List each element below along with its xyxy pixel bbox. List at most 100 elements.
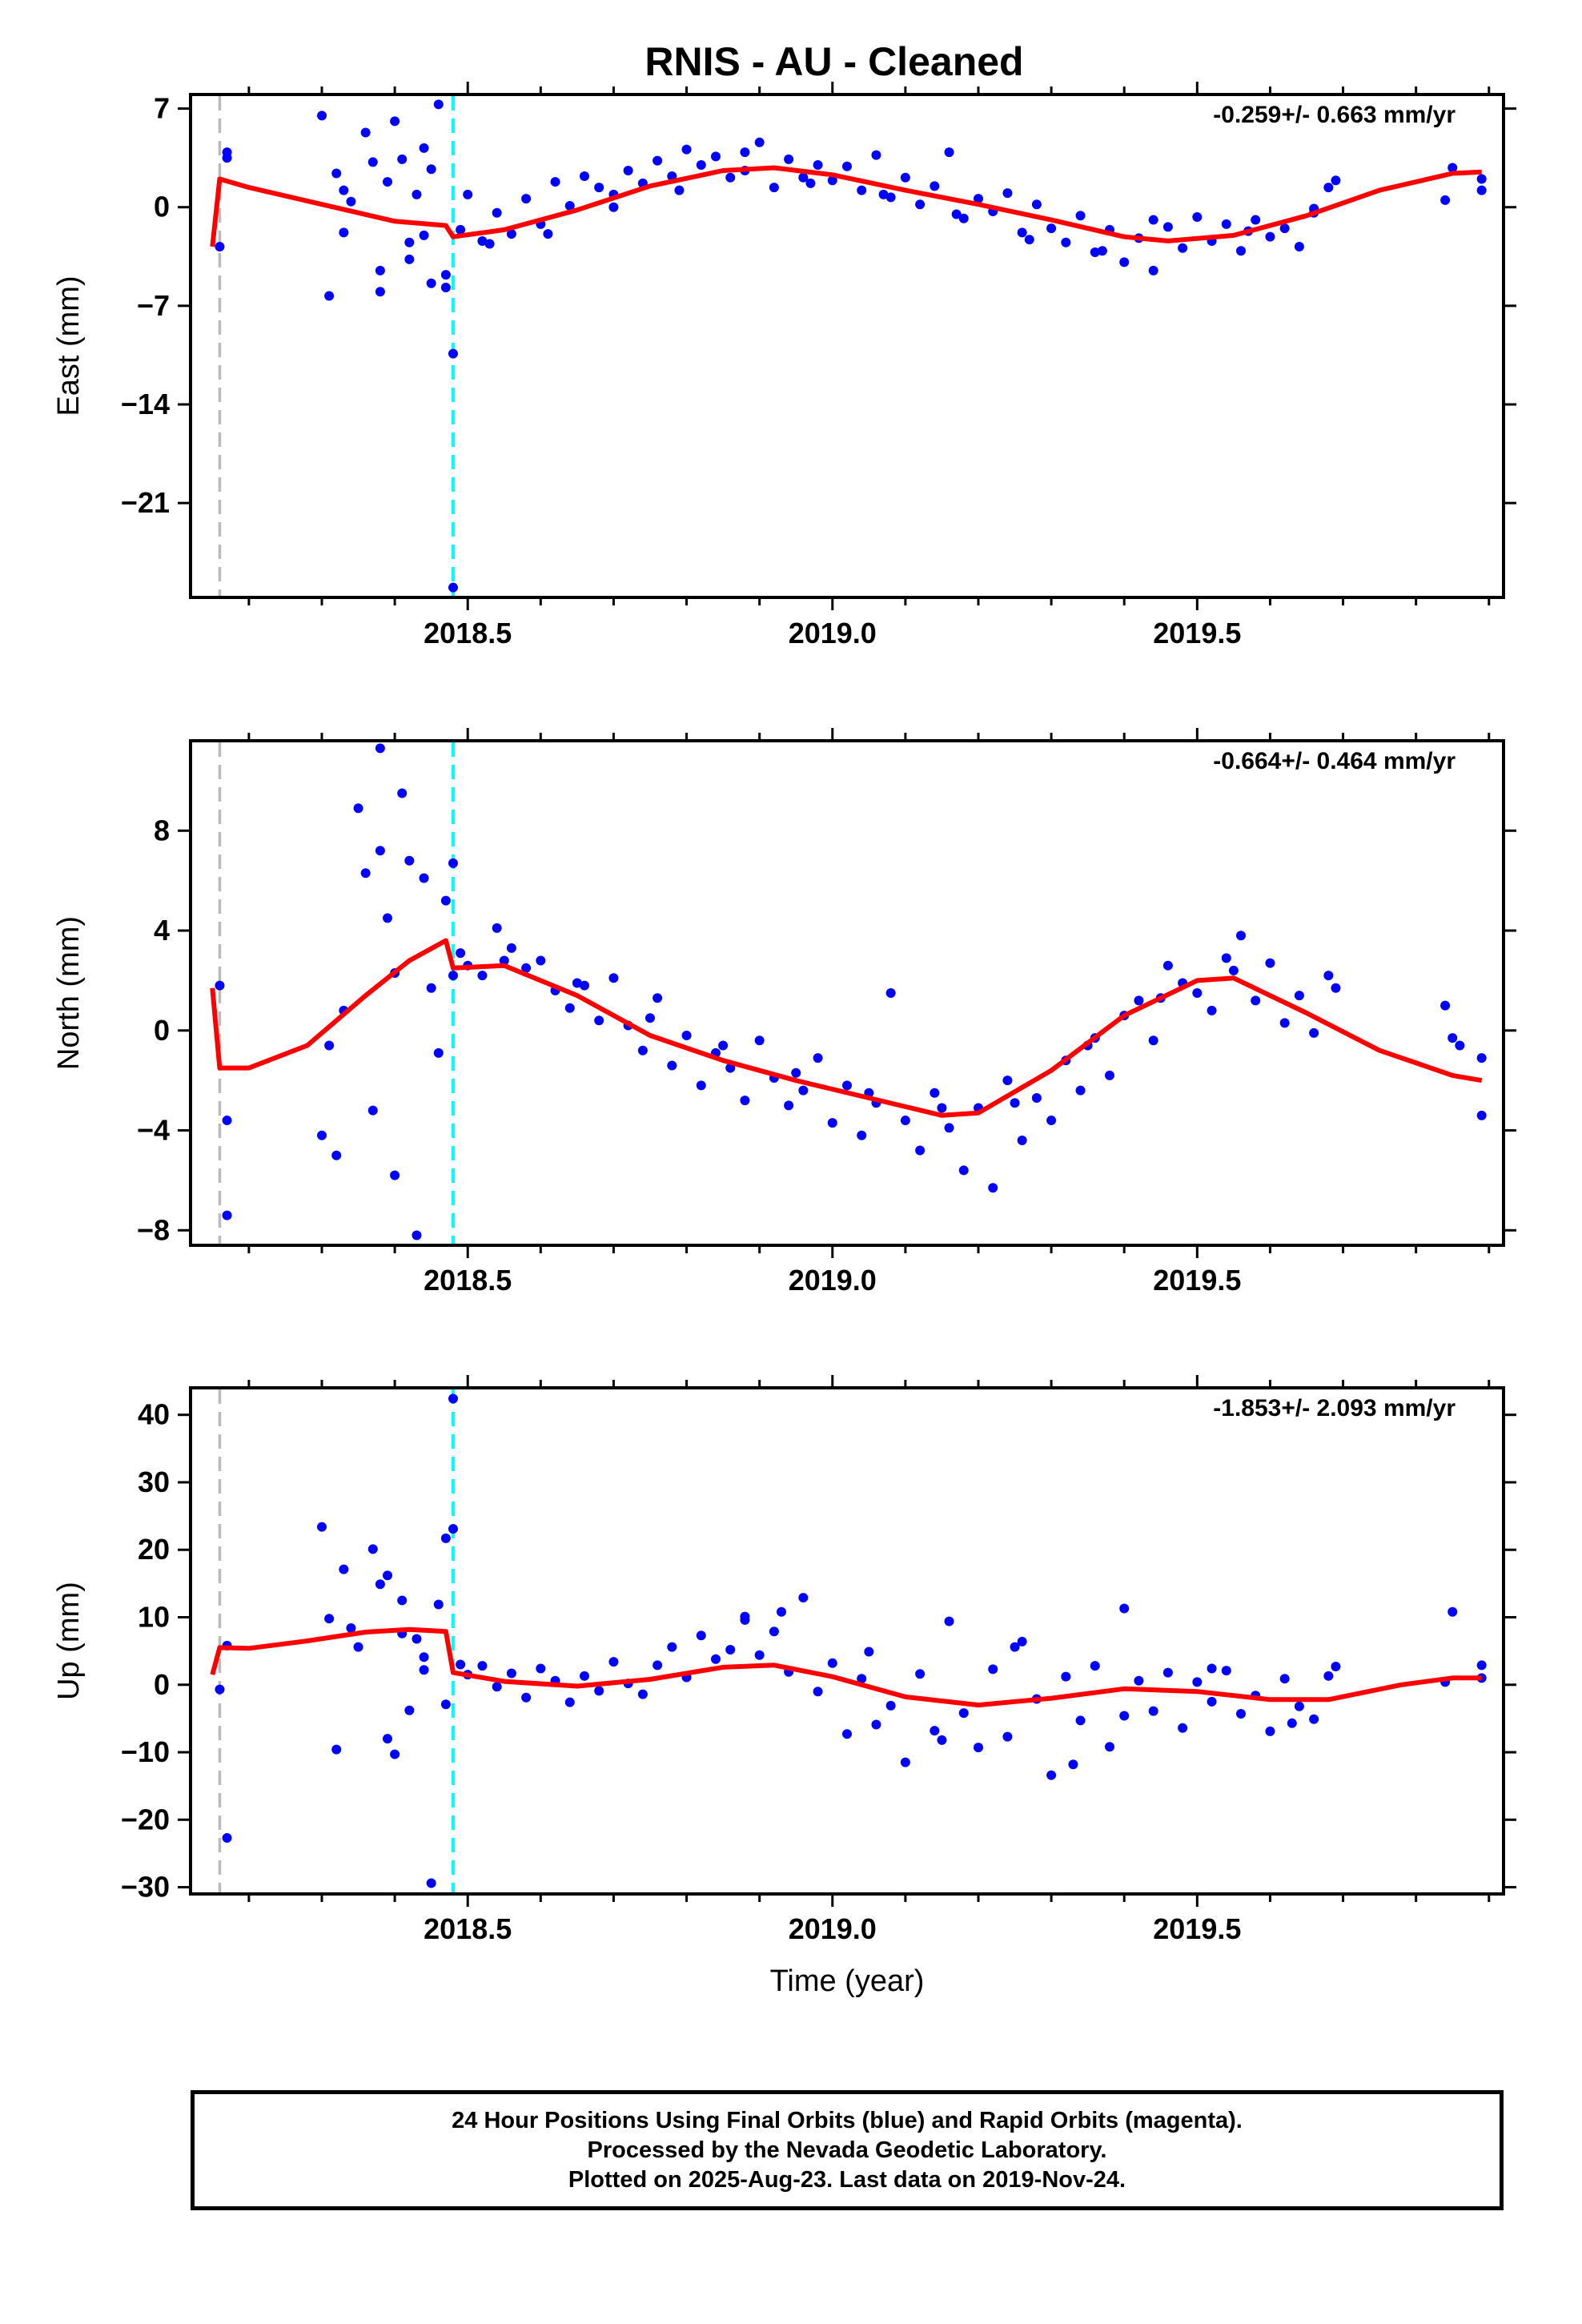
east-data-point [1017,227,1027,238]
east-model-curve [210,165,1482,247]
up-data-point [1287,1718,1297,1728]
north-data-point [397,788,408,798]
up-data-point [937,1735,947,1745]
north-x-tick-label: 2019.0 [789,1264,877,1297]
east-data-point [1148,265,1158,275]
north-y-tick-label: 0 [154,1014,170,1047]
north-data-point [798,1085,809,1096]
north-data-point [1265,958,1275,968]
north-data-point [930,1088,940,1098]
east-data-point [367,157,378,167]
east-data-point [1162,222,1173,232]
north-data-point [383,913,392,923]
up-data-point [1010,1642,1020,1652]
north-data-point [448,971,458,981]
east-data-point [419,143,429,153]
east-data-point [711,151,721,162]
north-data-point [390,1170,400,1180]
up-data-point [594,1686,604,1696]
up-data-point [1061,1671,1071,1682]
east-data-point [1221,219,1231,229]
up-data-point [1207,1696,1217,1707]
east-data-point [696,159,706,170]
north-model-curve [210,938,1483,1118]
east-data-point [1097,246,1107,256]
east-data-point [339,227,349,238]
east-data-point [375,265,385,275]
east-data-point [412,189,422,199]
north-y-tick-label: 4 [154,914,170,947]
up-data-point [958,1708,969,1719]
east-data-point [1192,212,1203,223]
up-data-point [827,1658,837,1668]
east-data-point [681,144,692,155]
east-data-point [397,154,408,164]
up-data-point [477,1661,488,1671]
north-data-point [1207,1005,1217,1015]
up-data-point [754,1650,765,1660]
north-data-point [360,868,371,879]
north-data-point [448,858,458,868]
up-data-point [412,1634,422,1644]
north-data-point [506,943,516,953]
up-data-point [1476,1660,1487,1671]
north-data-point [1192,988,1203,998]
east-data-point [222,153,232,163]
up-rate-label: -1.853+/- 2.093 mm/yr [1213,1395,1456,1421]
up-data-point [580,1671,589,1681]
north-data-point [1002,1076,1013,1086]
up-data-point [367,1544,378,1554]
up-x-tick-label: 2019.0 [789,1912,877,1945]
up-data-point [346,1622,356,1633]
up-data-point [433,1599,444,1610]
east-data-point [594,183,604,193]
east-data-point [448,582,458,593]
east-data-point [1119,257,1130,267]
north-data-point [944,1123,954,1133]
north-data-point [477,971,488,981]
up-data-point [440,1533,451,1543]
east-data-point [885,192,896,203]
north-data-point [885,988,896,998]
east-data-point [375,287,385,297]
up-data-point [1090,1661,1100,1671]
east-data-point [484,239,495,249]
east-data-point [740,147,750,158]
up-y-axis-label: Up (mm) [52,1582,86,1700]
north-data-point [791,1068,801,1078]
up-data-point [536,1663,546,1674]
east-data-point [784,154,794,164]
north-data-point [988,1183,998,1193]
up-data-point [740,1611,750,1622]
east-data-point [1331,175,1341,186]
up-data-point [1178,1723,1188,1733]
up-data-point [711,1654,721,1664]
north-data-point [652,993,663,1003]
up-data-point [440,1699,451,1710]
up-data-point [777,1606,786,1617]
up-data-point [383,1734,392,1744]
up-data-point [317,1522,327,1532]
up-data-point [652,1660,663,1671]
east-data-point [944,147,954,158]
north-data-point [375,846,385,856]
up-data-point [1265,1726,1275,1736]
east-data-point [674,185,685,195]
east-data-point [1447,163,1458,173]
caption-box: 24 Hour Positions Using Final Orbits (bl… [191,2090,1504,2210]
east-data-point [440,282,451,292]
east-data-point [1002,188,1013,199]
east-data-point [1476,174,1487,184]
up-data-point [419,1652,429,1663]
up-data-point [1105,1742,1114,1752]
east-data-point [477,235,488,246]
east-data-point [1148,215,1158,225]
north-data-point [1309,1027,1319,1038]
north-data-point [1251,995,1261,1006]
north-data-point [331,1150,342,1160]
east-data-point [404,237,415,247]
north-data-point [215,980,225,991]
east-y-axis-label: East (mm) [52,275,86,416]
east-y-tick-label: 7 [154,92,170,125]
